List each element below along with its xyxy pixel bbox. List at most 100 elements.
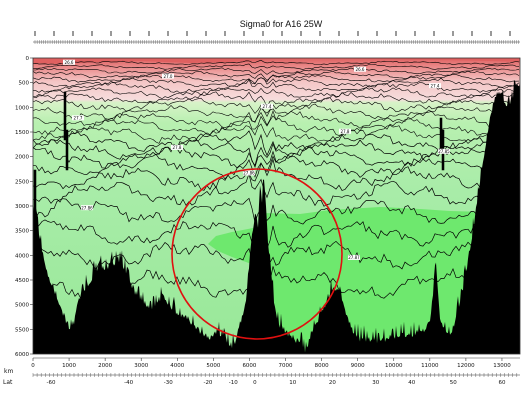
latitude-axis: -60 -40 -30 -20 -10 0 10 20 30 40 50 60 (32, 373, 520, 386)
contour-label-box (171, 144, 183, 150)
x-tick-label: 3000 (134, 363, 148, 369)
highlight-circle (171, 168, 343, 340)
density-contour (33, 197, 520, 225)
density-contour (33, 87, 520, 100)
lat-tick-label: 20 (329, 380, 336, 386)
x-tick-label: 10000 (385, 363, 403, 369)
density-contour (33, 139, 520, 167)
station-ticks (33, 31, 520, 44)
density-contour (33, 240, 520, 273)
contour-label-box (243, 170, 255, 176)
density-contour (33, 218, 520, 250)
contour-label: 27.8 (173, 145, 182, 150)
x-tick-label: 0 (31, 363, 35, 369)
bottom-topography (33, 80, 520, 354)
contour-label: 27.85 (438, 149, 450, 154)
x-tick-label: 12000 (457, 363, 475, 369)
lat-tick-label: -40 (124, 380, 133, 386)
station-marker (167, 31, 169, 36)
station-marker (281, 31, 283, 36)
lat-tick-label: 30 (372, 380, 379, 386)
station-marker (243, 31, 245, 36)
contour-label: 27.4 (431, 83, 440, 88)
density-contour (33, 67, 520, 75)
contour-label-box (63, 59, 75, 65)
x-tick-label: 4000 (170, 363, 184, 369)
lat-tick-label: 40 (408, 380, 415, 386)
station-marker (72, 31, 74, 36)
lat-tick-label: 10 (289, 380, 296, 386)
density-contour (33, 158, 520, 191)
contour-label-box (162, 73, 174, 79)
density-contour (33, 59, 520, 66)
station-marker (300, 31, 302, 36)
y-tick-label: 1000 (15, 105, 29, 111)
y-tick-label: 4000 (15, 253, 29, 259)
x-tick-label: 5000 (206, 363, 220, 369)
station-marker (338, 31, 340, 36)
lat-tick-label: 0 (253, 380, 257, 386)
lat-tick-label: -20 (203, 380, 212, 386)
contour-label: 27.87 (348, 255, 360, 260)
station-marker (224, 31, 226, 36)
density-contour (33, 74, 520, 84)
density-contour (33, 172, 520, 207)
station-marker (471, 31, 473, 36)
x-tick-label: 1000 (62, 363, 76, 369)
x-tick-label: 7000 (279, 363, 293, 369)
contour-label: 26.6 (356, 67, 365, 72)
y-tick-label: 1500 (15, 130, 29, 136)
contour-label: 27.8 (341, 129, 350, 134)
contour-label-box (429, 83, 441, 89)
station-marker (110, 31, 112, 36)
density-contour (33, 63, 520, 70)
y-tick-label: 4500 (15, 278, 29, 284)
y-tick-label: 5500 (15, 327, 29, 333)
station-marker (433, 31, 435, 36)
station-marker (262, 31, 264, 36)
contour-label: 27.86 (81, 205, 93, 210)
topo-spike (63, 91, 67, 141)
surface-layer (33, 58, 520, 64)
contour-label-box (339, 128, 351, 134)
lat-tick-label: -30 (164, 380, 173, 386)
lat-tick-label: 50 (450, 380, 457, 386)
station-marker (186, 31, 188, 36)
density-contour (33, 153, 520, 180)
lat-tick-label: -10 (229, 380, 238, 386)
y-tick-label: 0 (26, 56, 30, 62)
density-contour (33, 103, 520, 123)
chart-title: Sigma0 for A16 25W (240, 19, 323, 29)
station-marker (376, 31, 378, 36)
contour-label: 27.4 (263, 104, 272, 109)
distance-axis: 0 1000 2000 3000 4000 5000 6000 7000 8000 9000 100… (31, 357, 520, 369)
y-tick-label: 500 (19, 81, 30, 87)
density-contour (33, 77, 520, 88)
station-marker (34, 31, 36, 36)
y-tick-label: 2000 (15, 155, 29, 161)
y-tick-label: 6000 (15, 352, 29, 358)
depth-axis: 0 500 1000 1500 2000 2500 3000 3500 4000 4500 5000… (15, 56, 33, 358)
density-contours (33, 59, 520, 302)
contour-label-box (81, 205, 93, 211)
contour-label-box (348, 254, 360, 260)
x-tick-label: 8000 (315, 363, 329, 369)
x-tick-label: 2000 (98, 363, 112, 369)
station-marker (452, 31, 454, 36)
topo-spike (439, 117, 443, 151)
lat-tick-label: 60 (498, 380, 505, 386)
x-tick-label: 6000 (242, 363, 256, 369)
lat-tick-label: -60 (47, 380, 56, 386)
contour-labels: 26.6 26.6 27.0 27.4 27.4 27.7 27.8 27.8 27.85 27.… (63, 59, 450, 260)
km-axis-label: km (4, 368, 13, 375)
topo-spike (65, 129, 69, 171)
contour-label-box (438, 148, 450, 154)
station-marker (205, 31, 207, 36)
contour-label: 27.0 (164, 74, 173, 79)
station-marker (490, 31, 492, 36)
density-contour (33, 115, 520, 136)
contour-label-box (72, 115, 84, 121)
density-contour (33, 91, 520, 108)
station-marker (414, 31, 416, 36)
